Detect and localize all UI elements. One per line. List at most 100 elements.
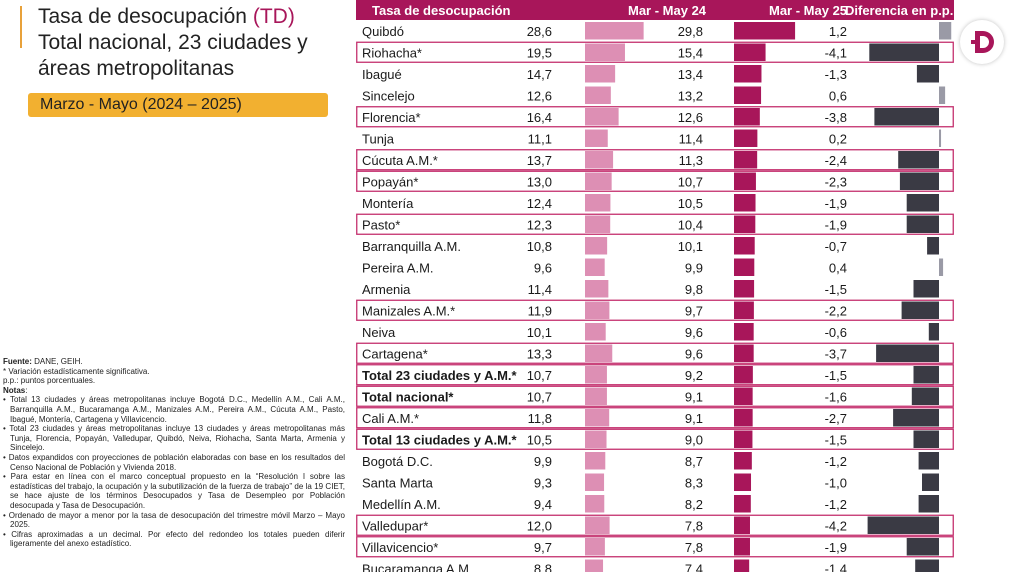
bar-2024 — [585, 108, 619, 126]
significant-row-outline — [356, 385, 954, 407]
pp-note: p.p.: puntos porcentuales. — [3, 376, 96, 386]
value-2025: 9,0 — [685, 432, 703, 447]
value-2024: 10,7 — [527, 368, 552, 383]
value-2025: 13,2 — [678, 88, 703, 103]
bar-2024 — [585, 473, 605, 491]
value-2025: 15,4 — [678, 45, 703, 60]
note-bullet-1: • Total 13 ciudades y áreas metropolitan… — [3, 395, 345, 424]
value-diff: -2,3 — [825, 174, 847, 189]
diff-bar — [867, 516, 939, 534]
significant-row-outline — [356, 170, 954, 192]
significance-note: * Variación estadísticamente significati… — [3, 366, 150, 376]
value-diff: -0,6 — [825, 325, 847, 340]
diff-bar — [918, 495, 939, 513]
bar-2024 — [585, 215, 611, 233]
value-2025: 7,4 — [685, 561, 703, 572]
row-label: Total 13 ciudades y A.M.* — [362, 432, 518, 447]
bar-2025 — [734, 538, 750, 556]
row-label: Villavicencio* — [362, 540, 438, 555]
bar-2025 — [734, 495, 751, 513]
bar-2024 — [585, 22, 644, 40]
bar-2025 — [734, 323, 754, 341]
value-diff: -1,3 — [825, 67, 847, 82]
diff-bar — [899, 172, 939, 190]
value-2025: 7,8 — [685, 540, 703, 555]
value-2024: 12,4 — [527, 196, 552, 211]
value-2024: 11,1 — [528, 131, 552, 146]
unemployment-table: Tasa de desocupación Mar - May 24 Mar - Ma… — [356, 0, 954, 572]
value-2025: 10,7 — [678, 174, 703, 189]
row-label: Bucaramanga A.M. — [362, 561, 473, 572]
bar-2025 — [734, 43, 766, 61]
row-label: Bogotá D.C. — [362, 454, 433, 469]
value-2024: 11,9 — [528, 303, 552, 318]
bar-2024 — [585, 65, 616, 83]
note-bullet-3: • Datos expandidos con proyecciones de p… — [3, 452, 345, 472]
value-diff: -1,6 — [825, 389, 847, 404]
bar-2025 — [734, 473, 752, 491]
value-diff: -1,2 — [825, 454, 847, 469]
significant-row-outline — [356, 536, 954, 558]
diff-bar — [893, 409, 939, 427]
value-2024: 19,5 — [527, 45, 552, 60]
value-diff: -1,9 — [825, 217, 847, 232]
value-2024: 12,6 — [527, 88, 552, 103]
row-label: Barranquilla A.M. — [362, 239, 461, 254]
bar-2024 — [585, 301, 610, 319]
bar-2024 — [585, 194, 611, 212]
bar-2025 — [734, 151, 758, 169]
value-diff: -4,2 — [825, 518, 847, 533]
value-2024: 9,9 — [534, 454, 552, 469]
bar-2024 — [585, 280, 609, 298]
bar-2024 — [585, 151, 614, 169]
value-diff: -3,7 — [825, 346, 847, 361]
bar-2025 — [734, 237, 755, 255]
value-2024: 12,3 — [527, 217, 552, 232]
value-diff: -1,9 — [825, 540, 847, 555]
source-value: DANE, GEIH. — [31, 357, 83, 366]
diff-bar — [915, 559, 939, 572]
significant-row-outline — [356, 364, 954, 386]
row-label: Armenia — [362, 282, 411, 297]
bar-2024 — [585, 323, 606, 341]
value-2024: 10,8 — [527, 239, 552, 254]
value-2025: 9,2 — [685, 368, 703, 383]
row-label: Neiva — [362, 325, 396, 340]
diff-bar — [906, 538, 939, 556]
value-2024: 8,8 — [534, 561, 552, 572]
significant-row-outline — [356, 106, 954, 128]
row-label: Montería — [362, 196, 414, 211]
bar-2024 — [585, 43, 625, 61]
value-2024: 10,1 — [527, 325, 552, 340]
value-2025: 9,1 — [685, 389, 703, 404]
diff-bar — [911, 387, 939, 405]
title-line1-prefix: Tasa de desocupación — [38, 5, 253, 28]
row-label: Medellín A.M. — [362, 497, 441, 512]
value-2025: 9,8 — [685, 282, 703, 297]
diff-bar — [939, 258, 944, 276]
bar-2025 — [734, 194, 756, 212]
bar-2025 — [734, 172, 756, 190]
value-2025: 10,5 — [678, 196, 703, 211]
value-2024: 10,5 — [527, 432, 552, 447]
table-header-bg — [356, 0, 954, 20]
bar-2024 — [585, 516, 610, 534]
bar-2024 — [585, 559, 604, 572]
bar-2024 — [585, 344, 613, 362]
value-2025: 10,4 — [678, 217, 703, 232]
significant-row-outline — [356, 213, 954, 235]
bar-2025 — [734, 280, 755, 298]
row-label: Tunja — [362, 131, 395, 146]
diff-bar — [928, 323, 939, 341]
diff-bar — [913, 280, 939, 298]
bar-2025 — [734, 516, 750, 534]
value-diff: -1,5 — [825, 282, 847, 297]
row-label: Pasto* — [362, 217, 400, 232]
diff-bar — [913, 366, 939, 384]
value-2025: 9,7 — [685, 303, 703, 318]
value-2025: 9,6 — [685, 346, 703, 361]
diff-bar — [898, 151, 939, 169]
value-2025: 12,6 — [678, 110, 703, 125]
bar-2025 — [734, 86, 762, 104]
bar-2024 — [585, 129, 608, 147]
